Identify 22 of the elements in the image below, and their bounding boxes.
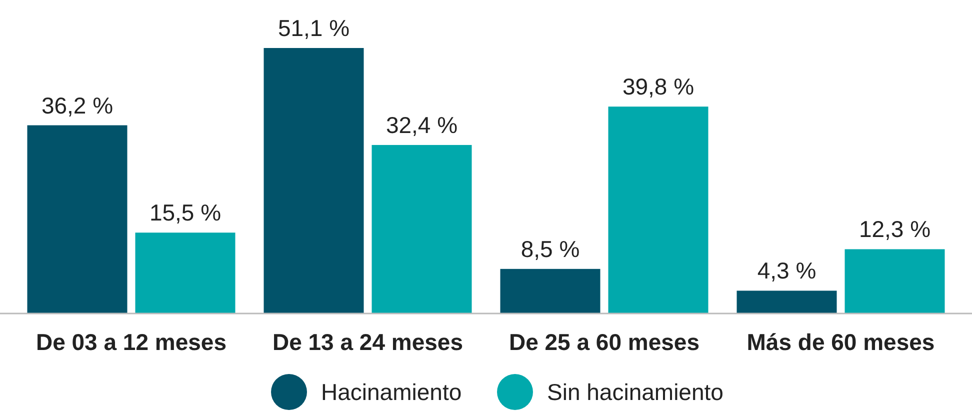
data-label: 32,4 % xyxy=(386,112,458,138)
data-label: 4,3 % xyxy=(757,258,816,284)
x-tick-label: De 13 a 24 meses xyxy=(272,329,464,355)
data-label: 15,5 % xyxy=(149,200,222,226)
bar xyxy=(264,48,364,313)
legend-label: Sin hacinamiento xyxy=(547,379,724,405)
data-label: 12,3 % xyxy=(858,216,931,242)
bar xyxy=(608,106,708,313)
x-tick-label: Más de 60 meses xyxy=(746,329,935,355)
data-label: 8,5 % xyxy=(520,236,580,262)
x-tick-label: De 25 a 60 meses xyxy=(508,329,700,355)
data-label: 51,1 % xyxy=(278,15,350,41)
bar xyxy=(500,268,600,313)
data-label: 39,8 % xyxy=(622,74,694,100)
bar xyxy=(27,125,128,313)
bar xyxy=(844,249,945,313)
legend-label: Hacinamiento xyxy=(321,379,462,405)
bar xyxy=(135,232,236,313)
bar xyxy=(736,290,837,313)
data-label: 36,2 % xyxy=(41,92,114,118)
x-tick-label: De 03 a 12 meses xyxy=(36,329,227,355)
bar xyxy=(372,144,472,313)
